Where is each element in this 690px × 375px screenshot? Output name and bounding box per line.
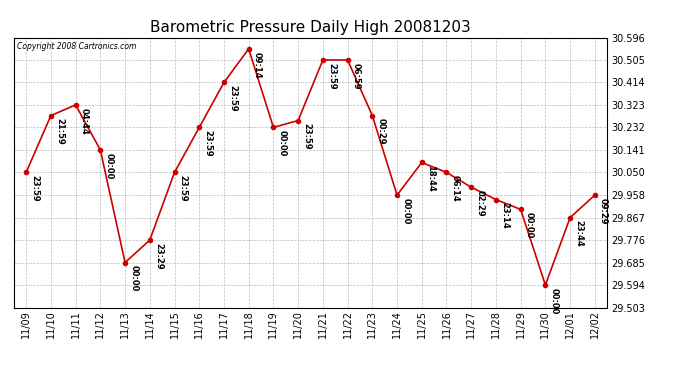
Text: 23:59: 23:59 xyxy=(228,85,237,112)
Text: 23:59: 23:59 xyxy=(204,130,213,157)
Text: 23:59: 23:59 xyxy=(327,63,336,89)
Text: 00:00: 00:00 xyxy=(549,288,558,314)
Text: 23:44: 23:44 xyxy=(574,220,583,247)
Text: 21:59: 21:59 xyxy=(55,118,64,145)
Text: 09:14: 09:14 xyxy=(253,52,262,78)
Text: 06:14: 06:14 xyxy=(451,175,460,202)
Text: 09:29: 09:29 xyxy=(599,198,608,224)
Text: Copyright 2008 Cartronics.com: Copyright 2008 Cartronics.com xyxy=(17,42,136,51)
Title: Barometric Pressure Daily High 20081203: Barometric Pressure Daily High 20081203 xyxy=(150,20,471,35)
Text: 06:59: 06:59 xyxy=(352,63,361,89)
Text: 23:59: 23:59 xyxy=(179,175,188,202)
Text: 00:00: 00:00 xyxy=(129,266,138,292)
Text: 00:00: 00:00 xyxy=(277,130,286,157)
Text: 00:00: 00:00 xyxy=(104,153,113,179)
Text: 04:44: 04:44 xyxy=(80,108,89,135)
Text: 23:59: 23:59 xyxy=(30,175,39,202)
Text: 18:44: 18:44 xyxy=(426,165,435,192)
Text: 02:29: 02:29 xyxy=(475,190,484,217)
Text: 23:59: 23:59 xyxy=(302,123,311,150)
Text: 23:29: 23:29 xyxy=(154,243,163,270)
Text: 00:29: 00:29 xyxy=(377,118,386,145)
Text: 23:14: 23:14 xyxy=(500,202,509,229)
Text: 00:00: 00:00 xyxy=(525,212,534,238)
Text: 00:00: 00:00 xyxy=(401,198,410,224)
